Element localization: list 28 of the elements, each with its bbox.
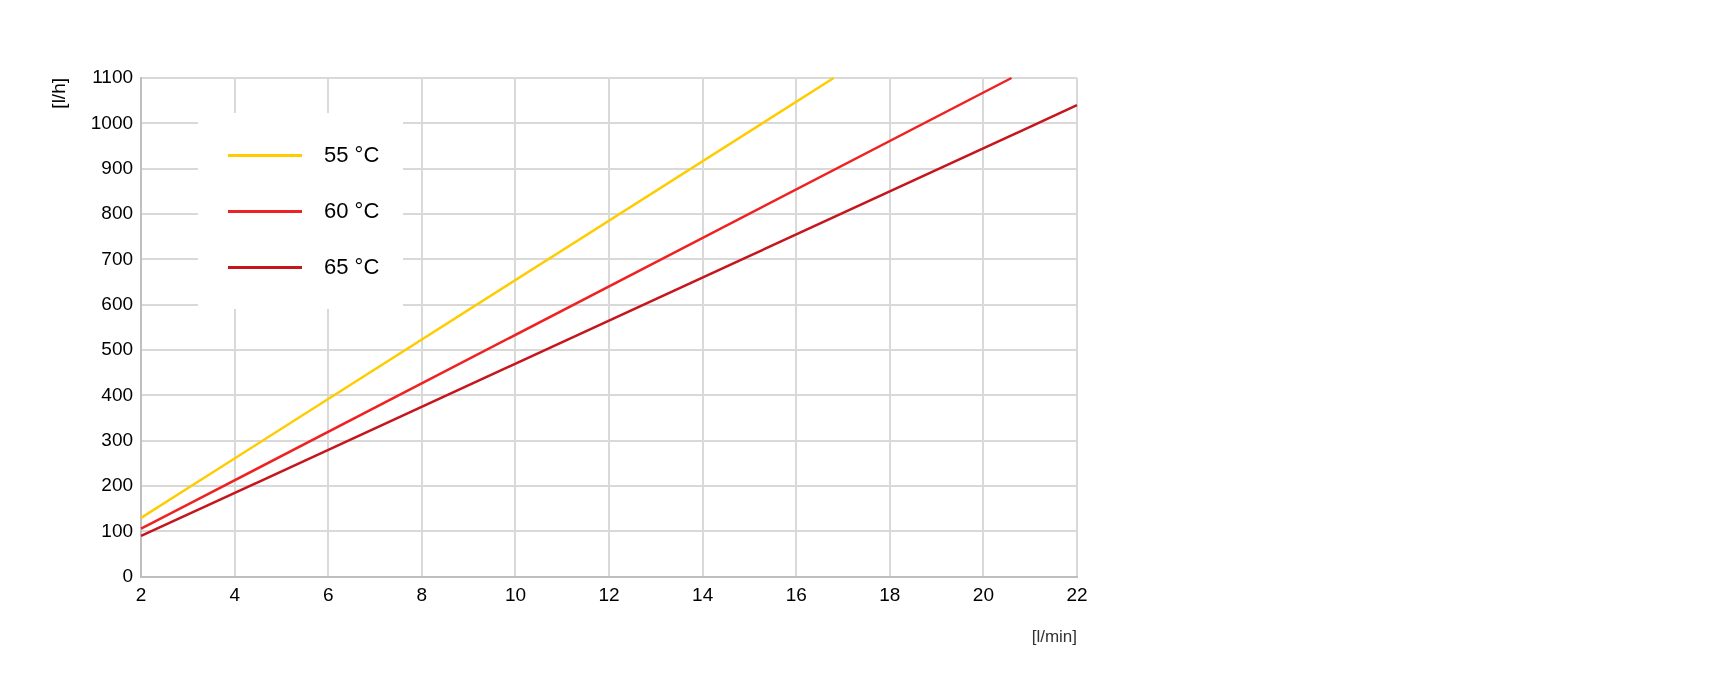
x-tick-label: 16 (785, 584, 807, 606)
y-tick-label: 200 (101, 474, 134, 496)
x-tick-label: 20 (972, 584, 994, 606)
x-tick-label: 14 (692, 584, 714, 606)
x-tick-label: 2 (135, 584, 147, 606)
x-tick-label: 8 (416, 584, 428, 606)
y-tick-label: 100 (101, 519, 134, 541)
x-axis-title: [l/min] (1031, 627, 1077, 647)
x-tick-label: 6 (322, 584, 334, 606)
legend-label: 55 °C (324, 142, 380, 168)
y-tick-label: 500 (101, 338, 134, 360)
y-tick-label: 300 (101, 429, 134, 450)
x-tick-label: 22 (1066, 584, 1088, 606)
y-axis-title: [l/h] (47, 78, 69, 109)
x-tick-label: 12 (598, 584, 620, 606)
y-tick-label: 1100 (92, 66, 134, 88)
y-tick-label: 800 (101, 202, 134, 224)
x-tick-label: 18 (879, 584, 901, 606)
y-tick-label: 600 (101, 292, 134, 314)
y-tick-label: 1000 (90, 111, 134, 133)
y-tick-label: 400 (101, 383, 134, 405)
x-tick-label: 4 (229, 584, 241, 606)
y-tick-label: 0 (122, 565, 134, 587)
y-tick-label: 700 (101, 247, 134, 269)
y-tick-label: 900 (101, 156, 134, 178)
x-tick-label: 10 (504, 584, 527, 606)
legend-label: 65 °C (324, 254, 380, 280)
legend-label: 60 °C (324, 198, 380, 224)
